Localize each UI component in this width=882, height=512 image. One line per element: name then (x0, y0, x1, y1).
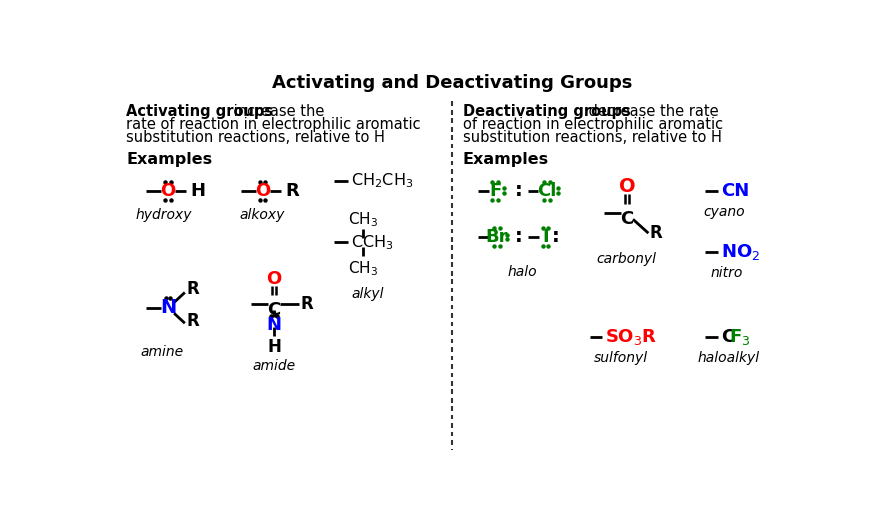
Text: C: C (267, 301, 280, 319)
Text: O: O (161, 182, 176, 200)
Text: cyano: cyano (704, 205, 745, 219)
Text: of reaction in electrophilic aromatic: of reaction in electrophilic aromatic (463, 117, 723, 132)
Text: haloalkyl: haloalkyl (698, 351, 759, 365)
Text: Br: Br (485, 228, 508, 246)
Text: halo: halo (507, 266, 537, 280)
Text: CN: CN (721, 182, 749, 200)
Text: F$_3$: F$_3$ (729, 327, 751, 347)
Text: nitro: nitro (711, 266, 744, 280)
Text: alkoxy: alkoxy (240, 208, 285, 222)
Text: decrease the rate: decrease the rate (585, 104, 719, 119)
Text: CH$_2$CH$_3$: CH$_2$CH$_3$ (351, 172, 414, 190)
Text: hydroxy: hydroxy (136, 208, 192, 222)
Text: O: O (266, 270, 281, 288)
Text: amide: amide (252, 359, 295, 373)
Text: Deactivating groups: Deactivating groups (463, 104, 631, 119)
Text: R: R (186, 312, 199, 330)
Text: SO$_3$R: SO$_3$R (605, 327, 658, 347)
Text: carbonyl: carbonyl (597, 251, 657, 266)
Text: C: C (620, 210, 633, 228)
Text: Activating and Deactivating Groups: Activating and Deactivating Groups (272, 74, 632, 92)
Text: H: H (267, 338, 281, 356)
Text: :: : (552, 227, 560, 246)
Text: Cl: Cl (537, 182, 557, 200)
Text: alkyl: alkyl (352, 287, 385, 301)
Text: rate of reaction in electrophilic aromatic: rate of reaction in electrophilic aromat… (126, 117, 421, 132)
Text: O: O (255, 182, 270, 200)
Text: R: R (285, 182, 299, 200)
Text: NO$_2$: NO$_2$ (721, 242, 760, 262)
Text: CH$_3$: CH$_3$ (348, 210, 378, 229)
Text: CH$_3$: CH$_3$ (348, 260, 378, 278)
Text: substitution reactions, relative to H: substitution reactions, relative to H (126, 130, 385, 145)
Text: R: R (650, 224, 662, 242)
Text: Examples: Examples (126, 152, 213, 167)
Text: sulfonyl: sulfonyl (594, 351, 647, 365)
Text: Activating groups: Activating groups (126, 104, 273, 119)
Text: R: R (186, 281, 199, 298)
Text: :: : (515, 227, 523, 246)
Text: Examples: Examples (463, 152, 549, 167)
Text: C: C (721, 328, 734, 346)
Text: O: O (618, 178, 635, 197)
Text: N: N (160, 298, 176, 317)
Text: R: R (301, 295, 313, 313)
Text: substitution reactions, relative to H: substitution reactions, relative to H (463, 130, 721, 145)
Text: :: : (515, 181, 523, 200)
Text: I: I (542, 228, 549, 246)
Text: increase the: increase the (229, 104, 325, 119)
Text: N: N (266, 316, 281, 334)
Text: CCH$_3$: CCH$_3$ (351, 233, 393, 252)
Text: F: F (489, 182, 501, 200)
Text: amine: amine (140, 345, 183, 359)
Text: H: H (191, 182, 206, 200)
